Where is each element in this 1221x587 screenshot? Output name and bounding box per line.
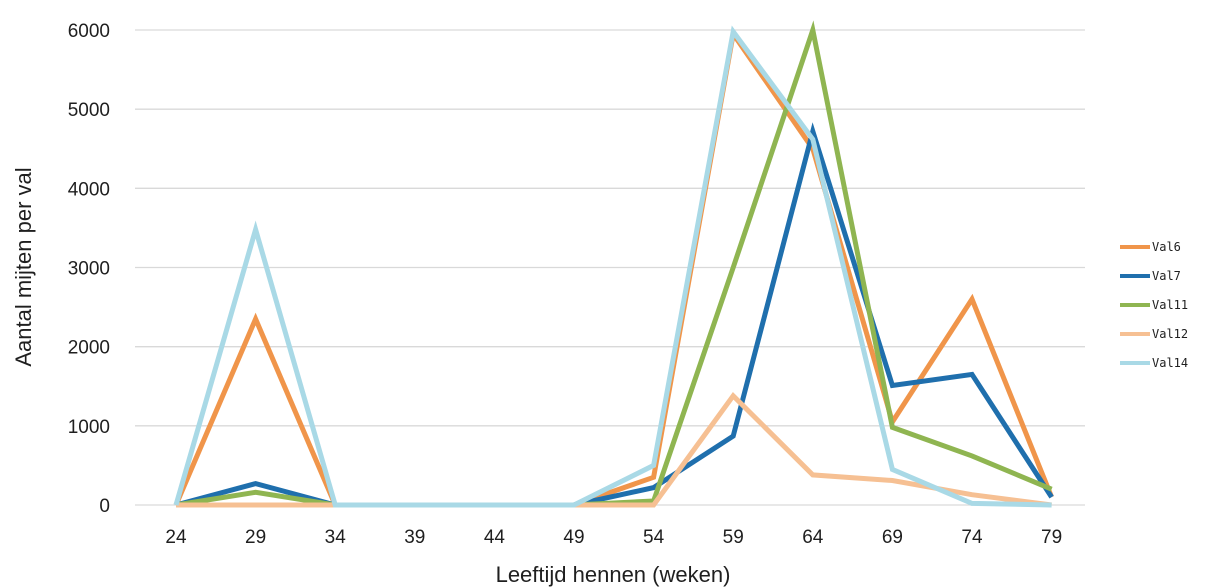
legend-label: Val7 bbox=[1152, 269, 1181, 283]
legend-item: Val7 bbox=[1120, 269, 1181, 283]
series-line-val6 bbox=[173, 27, 1054, 508]
y-axis-title: Aantal mijten per val bbox=[11, 167, 36, 366]
legend-label: Val12 bbox=[1152, 327, 1188, 341]
series-line-val14 bbox=[173, 25, 1052, 508]
legend-label: Val6 bbox=[1152, 240, 1181, 254]
x-tick-label: 44 bbox=[484, 527, 506, 548]
x-tick-label: 39 bbox=[404, 527, 425, 548]
x-tick-label: 59 bbox=[723, 527, 744, 548]
x-tick-label: 49 bbox=[563, 527, 584, 548]
legend: Val6 Val7 Val11 Val12 Val14 bbox=[1120, 240, 1188, 370]
y-tick-label: 3000 bbox=[68, 259, 110, 280]
y-tick-label: 5000 bbox=[68, 100, 110, 121]
x-tick-label: 74 bbox=[961, 527, 983, 548]
legend-item: Val14 bbox=[1120, 356, 1188, 370]
legend-item: Val11 bbox=[1120, 298, 1188, 312]
x-axis-title: Leeftijd hennen (weken) bbox=[496, 562, 731, 587]
series-line-val7 bbox=[175, 122, 1054, 508]
x-tick-label: 29 bbox=[245, 527, 266, 548]
y-tick-label: 1000 bbox=[68, 417, 110, 438]
x-tick-label: 24 bbox=[165, 527, 187, 548]
y-tick-label: 0 bbox=[99, 496, 110, 517]
gridlines bbox=[135, 29, 1085, 506]
series-lines bbox=[173, 20, 1054, 508]
x-tick-label: 34 bbox=[325, 527, 347, 548]
x-tick-label: 54 bbox=[643, 527, 665, 548]
series-line-val12 bbox=[176, 391, 1052, 508]
y-tick-label: 4000 bbox=[68, 179, 110, 200]
x-tick-label: 69 bbox=[882, 527, 903, 548]
legend-label: Val11 bbox=[1152, 298, 1188, 312]
y-tick-label: 6000 bbox=[68, 21, 110, 42]
x-tick-label: 64 bbox=[802, 527, 824, 548]
legend-label: Val14 bbox=[1152, 356, 1188, 370]
legend-item: Val12 bbox=[1120, 327, 1188, 341]
legend-item: Val6 bbox=[1120, 240, 1181, 254]
x-tick-labels: 24 29 34 39 44 49 54 59 64 69 74 79 bbox=[165, 527, 1062, 548]
y-tick-labels: 0 1000 2000 3000 4000 5000 6000 bbox=[68, 21, 110, 517]
x-tick-label: 79 bbox=[1041, 527, 1062, 548]
y-tick-label: 2000 bbox=[68, 338, 110, 359]
